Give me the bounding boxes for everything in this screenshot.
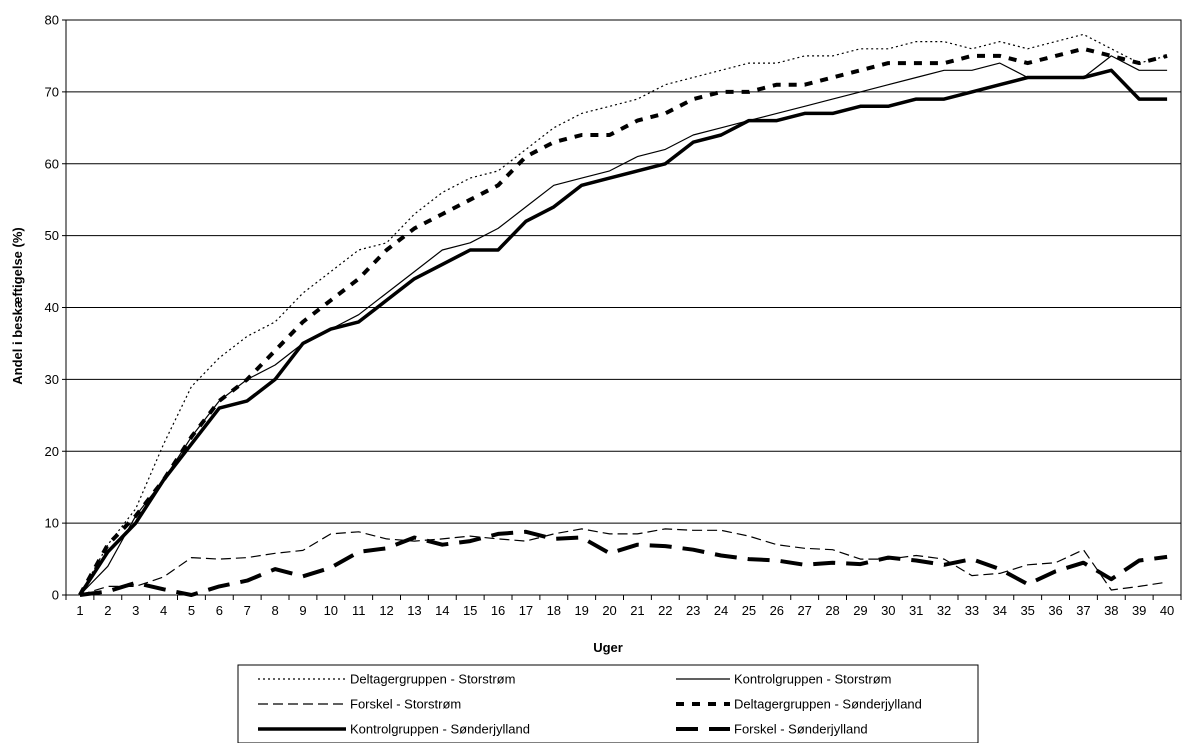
gridlines xyxy=(62,19,1181,596)
x-tick-label-32: 32 xyxy=(937,603,951,618)
x-tick-label-38: 38 xyxy=(1104,603,1118,618)
x-tick-label-25: 25 xyxy=(742,603,756,618)
x-tick-label-26: 26 xyxy=(770,603,784,618)
series-line-6 xyxy=(79,529,1168,597)
series-line-3 xyxy=(79,528,1168,596)
y-tick-label-0: 0 xyxy=(52,588,59,603)
x-tick-label-22: 22 xyxy=(658,603,672,618)
x-tick-label-37: 37 xyxy=(1076,603,1090,618)
x-tick-label-24: 24 xyxy=(714,603,728,618)
y-tick-label-70: 70 xyxy=(45,84,59,99)
x-tick-label-29: 29 xyxy=(853,603,867,618)
legend-box xyxy=(237,664,979,743)
x-tick-label-3: 3 xyxy=(132,603,139,618)
legend-label-1: Deltagergruppen - Storstrøm xyxy=(350,672,515,687)
x-tick-label-15: 15 xyxy=(463,603,477,618)
x-tick-label-30: 30 xyxy=(881,603,895,618)
x-tick-label-2: 2 xyxy=(104,603,111,618)
x-tick-label-28: 28 xyxy=(825,603,839,618)
x-tick-label-19: 19 xyxy=(574,603,588,618)
x-tick-label-8: 8 xyxy=(271,603,278,618)
y-tick-label-60: 60 xyxy=(45,156,59,171)
series-line-5 xyxy=(78,68,1168,596)
y-tick-label-50: 50 xyxy=(45,228,59,243)
x-tick-label-12: 12 xyxy=(379,603,393,618)
x-tick-label-17: 17 xyxy=(519,603,533,618)
x-tick-label-23: 23 xyxy=(686,603,700,618)
x-tick-label-6: 6 xyxy=(216,603,223,618)
x-tick-label-40: 40 xyxy=(1160,603,1174,618)
x-tick-label-1: 1 xyxy=(76,603,83,618)
y-axis-title: Andel i beskæftigelse (%) xyxy=(10,227,25,384)
legend-label-5: Kontrolgruppen - Sønderjylland xyxy=(350,722,530,737)
x-tick-label-34: 34 xyxy=(993,603,1007,618)
series-lines xyxy=(78,33,1168,597)
y-tick-label-10: 10 xyxy=(45,516,59,531)
x-tick-label-13: 13 xyxy=(407,603,421,618)
x-tick-label-4: 4 xyxy=(160,603,167,618)
series-line-2 xyxy=(79,55,1168,596)
x-tick-label-35: 35 xyxy=(1020,603,1034,618)
series-line-1 xyxy=(79,33,1168,596)
x-tick-label-7: 7 xyxy=(244,603,251,618)
x-tick-label-39: 39 xyxy=(1132,603,1146,618)
legend-label-6: Forskel - Sønderjylland xyxy=(734,722,868,737)
y-tick-label-20: 20 xyxy=(45,444,59,459)
x-tick-label-21: 21 xyxy=(630,603,644,618)
x-tick-labels: 1 2 3 4 5 6 7 8 9 10 11 12 13 14 15 16 17 18 19 20 21 22 23 24 2… xyxy=(65,595,1182,618)
legend-label-4: Deltagergruppen - Sønderjylland xyxy=(734,697,922,712)
x-axis-title: Uger xyxy=(593,640,623,655)
x-tick-label-9: 9 xyxy=(299,603,306,618)
x-tick-label-5: 5 xyxy=(188,603,195,618)
y-tick-labels: 0 10 20 30 40 50 60 70 80 xyxy=(45,13,59,603)
x-tick-label-27: 27 xyxy=(797,603,811,618)
x-tick-label-31: 31 xyxy=(909,603,923,618)
x-tick-label-33: 33 xyxy=(965,603,979,618)
x-tick-label-18: 18 xyxy=(547,603,561,618)
y-tick-label-30: 30 xyxy=(45,372,59,387)
x-tick-label-14: 14 xyxy=(435,603,449,618)
x-tick-label-10: 10 xyxy=(324,603,338,618)
y-tick-label-40: 40 xyxy=(45,300,59,315)
x-tick-label-11: 11 xyxy=(352,603,366,618)
x-tick-label-16: 16 xyxy=(491,603,505,618)
legend-label-3: Forskel - Storstrøm xyxy=(350,697,461,712)
x-tick-label-20: 20 xyxy=(602,603,616,618)
legend: Deltagergruppen - Storstrøm Kontrolgruppe… xyxy=(237,664,979,743)
x-tick-label-36: 36 xyxy=(1048,603,1062,618)
y-tick-label-80: 80 xyxy=(45,13,59,28)
series-line-4 xyxy=(78,46,1168,596)
legend-label-2: Kontrolgruppen - Storstrøm xyxy=(734,672,892,687)
